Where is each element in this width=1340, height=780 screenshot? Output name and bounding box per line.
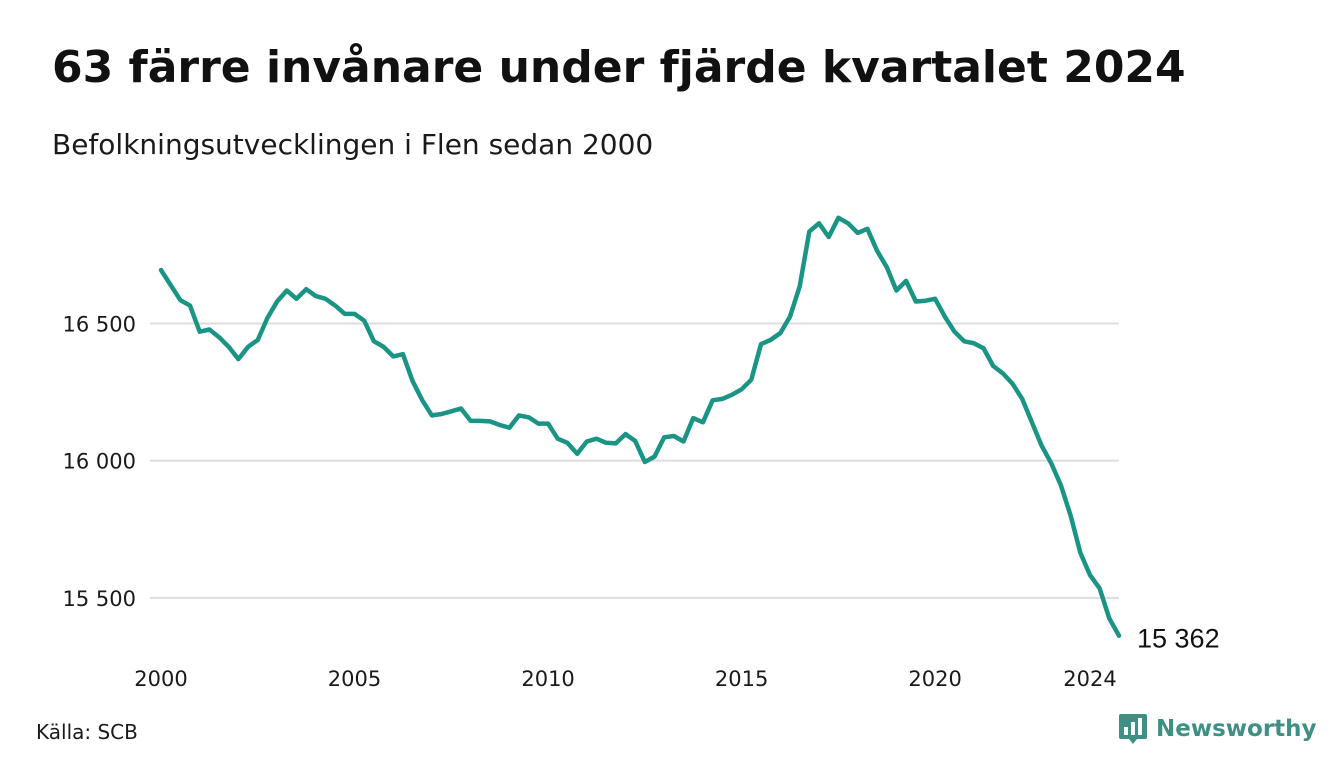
y-tick-label: 16 000 <box>63 450 136 474</box>
y-axis-tick-labels: 15 500 16 000 16 500 <box>63 312 136 610</box>
series-layer <box>158 215 1122 638</box>
x-tick-label: 2005 <box>328 667 381 691</box>
chart-subtitle: Befolkningsutvecklingen i Flen sedan 200… <box>52 128 654 161</box>
x-tick-label: 2000 <box>134 667 187 691</box>
end-value-label: 15 362 <box>1137 624 1220 654</box>
series-line <box>158 215 1122 638</box>
source-note: Källa: SCB <box>36 720 138 744</box>
x-axis-tick-labels: 2000 2005 2010 2015 2020 2024 <box>134 667 1116 691</box>
x-tick-label: 2020 <box>908 667 961 691</box>
newsworthy-logo-icon <box>1119 714 1147 744</box>
end-value-layer: 15 362 <box>1137 624 1220 654</box>
chart-title: 63 färre invånare under fjärde kvartalet… <box>52 42 1186 93</box>
x-tick-label: 2015 <box>715 667 768 691</box>
y-tick-label: 15 500 <box>63 587 136 611</box>
brand-name: Newsworthy <box>1156 716 1317 742</box>
x-tick-label: 2024 <box>1063 667 1116 691</box>
x-tick-label: 2010 <box>521 667 574 691</box>
y-tick-label: 16 500 <box>63 312 136 336</box>
grid-lines <box>150 322 1119 599</box>
brand-logo: Newsworthy <box>1118 712 1317 746</box>
